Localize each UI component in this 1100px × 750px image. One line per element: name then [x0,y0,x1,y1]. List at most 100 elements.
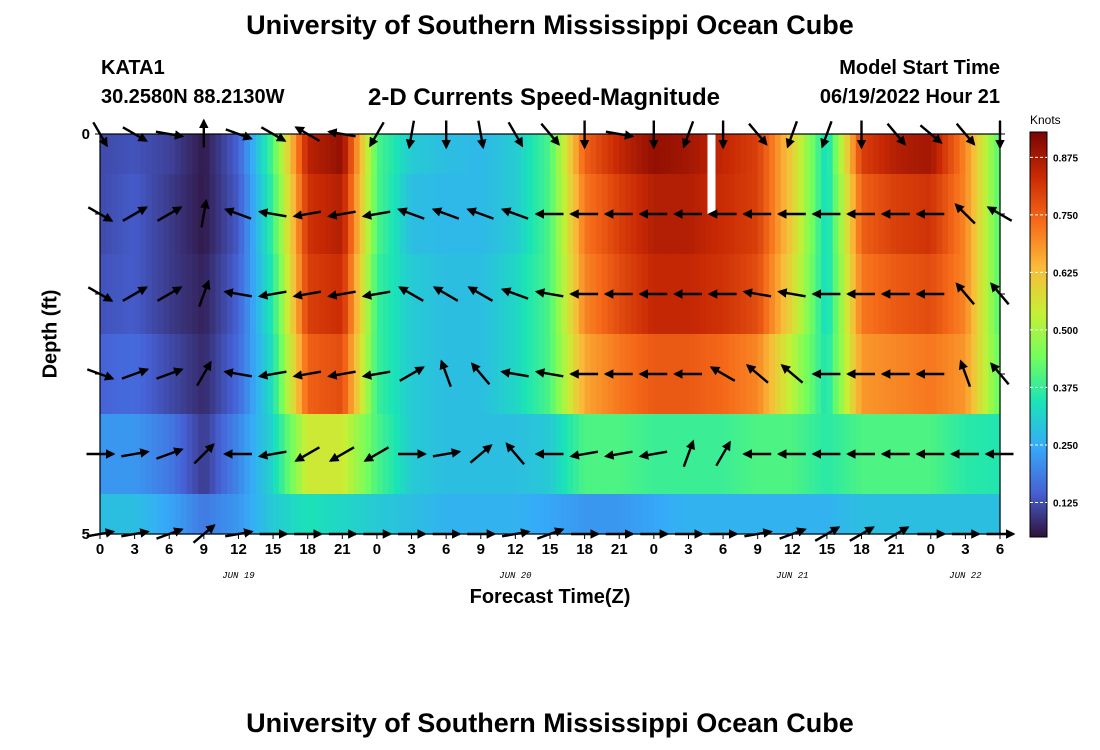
heatmap-cell [665,254,672,335]
heatmap-cell [694,414,701,495]
heatmap-cell [740,494,747,535]
heatmap-cell [515,134,522,175]
heatmap-cell [619,134,626,175]
heatmap-cell [215,494,222,535]
heatmap-cell [411,494,418,535]
heatmap-cell [890,494,897,535]
heatmap-cell [475,134,482,175]
heatmap-cell [734,494,741,535]
heatmap-cell [780,494,788,535]
heatmap-cell [348,334,355,415]
heatmap-cell [769,254,776,335]
heatmap-cell [186,414,193,495]
heatmap-cell [307,134,315,175]
heatmap-cell [676,494,684,535]
heatmap-cell [803,414,811,495]
heatmap-cell [705,494,713,535]
heatmap-cell [157,174,165,255]
heatmap-cell [428,134,436,175]
heatmap-cell [907,254,915,335]
heatmap-cell [844,494,851,535]
heatmap-cell [388,174,395,255]
heatmap-cell [434,134,441,175]
heatmap-cell [694,134,701,175]
current-arrow [469,444,493,464]
heatmap-cell [948,174,955,255]
heatmap-cell [278,414,286,495]
heatmap-cell [630,134,638,175]
heatmap-cell [463,334,470,415]
heatmap-cell [226,334,234,415]
heatmap-cell [134,334,141,415]
heatmap-cell [526,334,534,415]
heatmap-cell [163,494,170,535]
heatmap-cell [209,334,216,415]
x-tick-label: 21 [611,541,628,558]
heatmap-cell [561,174,568,255]
heatmap-cell [313,414,320,495]
heatmap-cell [648,494,655,535]
heatmap-cell [503,334,511,415]
heatmap-cell [988,174,995,255]
heatmap-cell [128,494,136,535]
current-arrow [715,440,731,467]
heatmap-cell [873,174,880,255]
heatmap-cell [982,334,990,415]
x-tick-label: 6 [165,541,173,558]
heatmap-cell [203,494,211,535]
heatmap-cell [953,174,961,255]
heatmap-cell [123,134,130,175]
heatmap-cell [746,494,753,535]
heatmap-cell [290,134,297,175]
heatmap-cell [342,414,349,495]
heatmap-cell [590,494,597,535]
heatmap-cell [198,334,205,415]
heatmap-cell [746,254,753,335]
heatmap-cell [723,494,730,535]
heatmap-cell [763,494,770,535]
heatmap-cell [561,134,568,175]
heatmap-cell [728,334,736,415]
heatmap-cell [261,174,268,255]
heatmap-cell [405,134,413,175]
heatmap-cell [203,414,211,495]
heatmap-cell [567,414,574,495]
heatmap-cell [359,334,366,415]
heatmap-cell [261,134,268,175]
current-arrow [709,366,736,382]
heatmap-cell [446,134,453,175]
x-tick-label: 9 [477,541,485,558]
heatmap-cell [798,334,805,415]
heatmap-cell [290,254,297,335]
heatmap-cell [394,134,401,175]
heatmap-cell [394,494,401,535]
heatmap-cell [925,494,932,535]
heatmap-cell [278,174,286,255]
heatmap-cell [971,334,978,415]
heatmap-cell [971,134,978,175]
heatmap-cell [734,254,741,335]
heatmap-cell [971,174,978,255]
colorbar-tick-label: 0.250 [1053,441,1078,452]
heatmap-cell [238,134,245,175]
heatmap-cell [763,334,770,415]
heatmap-cell [325,494,332,535]
heatmap-cell [255,494,263,535]
heatmap-cell [769,414,776,495]
heatmap-cell [226,494,234,535]
heatmap-cell [388,134,395,175]
heatmap-cell [446,254,453,335]
heatmap-cell [348,494,355,535]
heatmap-cell [573,134,580,175]
heatmap-cell [538,254,545,335]
heatmap-cell [498,134,505,175]
heatmap-cell [353,494,361,535]
x-tick-label: 6 [996,541,1004,558]
heatmap-cell [717,334,724,415]
heatmap-cell [146,254,153,335]
heatmap-cell [469,334,476,415]
heatmap-cell [146,134,153,175]
heatmap-cell [451,414,459,495]
heatmap-cell [503,174,511,255]
heatmap-cell [630,174,638,255]
